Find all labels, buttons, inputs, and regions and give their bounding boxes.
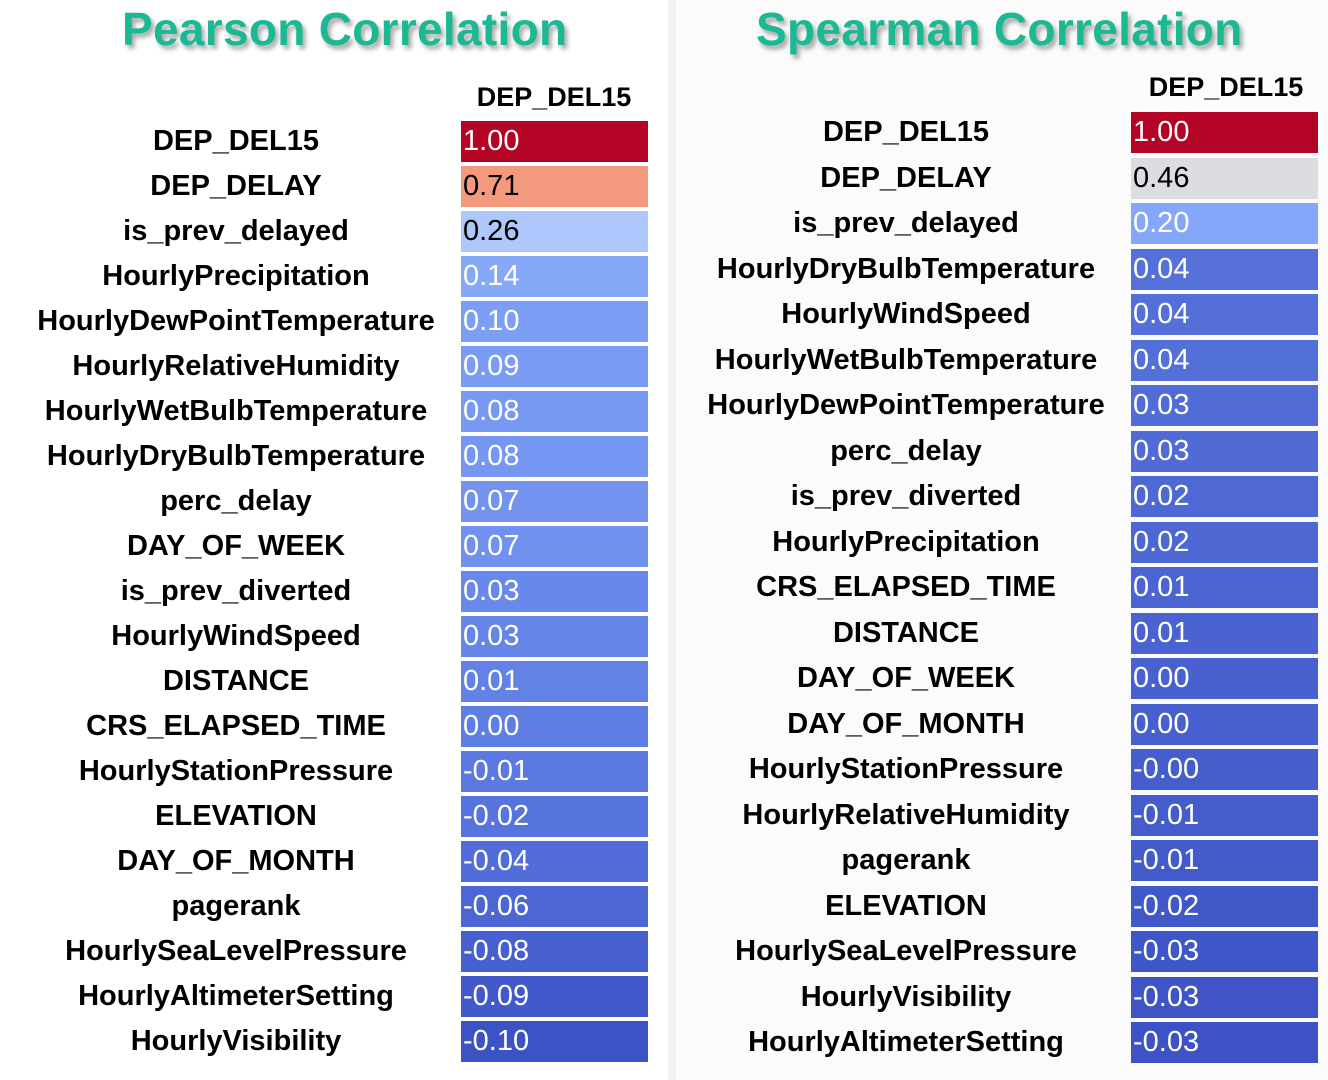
- heatmap-cell: -0.01: [1131, 794, 1318, 836]
- heatmap-cell: -0.01: [461, 751, 648, 793]
- row-label: HourlyAltimeterSetting: [78, 980, 394, 1013]
- row-label: HourlyDewPointTemperature: [37, 305, 435, 338]
- row-label: ELEVATION: [155, 800, 317, 833]
- row-label: HourlyPrecipitation: [772, 525, 1040, 558]
- row-label: perc_delay: [160, 485, 312, 518]
- row-label: HourlyDryBulbTemperature: [716, 252, 1096, 285]
- row-label: is_prev_diverted: [790, 480, 1022, 512]
- heatmap-cell: -0.04: [461, 841, 648, 883]
- row-label: HourlyWetBulbTemperature: [714, 343, 1098, 376]
- row-label: CRS_ELAPSED_TIME: [756, 571, 1056, 603]
- row-label: DISTANCE: [832, 616, 980, 649]
- chart-title: Spearman Correlation: [756, 3, 1243, 55]
- row-label: HourlyWindSpeed: [111, 620, 361, 653]
- heatmap-cell: 0.20: [1131, 203, 1318, 244]
- row-label: HourlyRelativeHumidity: [72, 350, 400, 383]
- row-label: HourlySeaLevelPressure: [65, 935, 407, 968]
- row-label: DEP_DEL15: [152, 125, 319, 157]
- heatmap-cell: 0.01: [1131, 612, 1318, 654]
- heatmap-cell: 0.46: [1131, 157, 1318, 199]
- row-label: HourlyWetBulbTemperature: [44, 395, 428, 428]
- row-label: HourlyRelativeHumidity: [742, 798, 1070, 831]
- row-label: HourlySeaLevelPressure: [735, 935, 1077, 967]
- row-label: DISTANCE: [162, 665, 310, 698]
- row-label: HourlyStationPressure: [748, 753, 1064, 785]
- heatmap-cell: -0.01: [1131, 840, 1318, 881]
- heatmap-cell: 0.02: [1131, 476, 1318, 517]
- row-label: CRS_ELAPSED_TIME: [86, 710, 386, 743]
- heatmap-cell: -0.03: [1131, 1022, 1318, 1063]
- row-label: pagerank: [841, 844, 971, 876]
- row-label: HourlyDryBulbTemperature: [46, 440, 426, 473]
- heatmap-cell: 0.00: [1131, 658, 1318, 699]
- chart-title: Pearson Correlation: [122, 3, 568, 55]
- column-header: DEP_DEL15: [476, 82, 632, 112]
- spearman-panel: Spearman Correlation DEP_DEL15 DEP_DEL15…: [676, 0, 1328, 1080]
- heatmap-cell: 1.00: [1131, 112, 1318, 153]
- heatmap-cell: 0.04: [1131, 248, 1318, 290]
- heatmap-cell: -0.02: [461, 796, 648, 838]
- heatmap-cell: 0.00: [461, 706, 648, 748]
- row-label: HourlyVisibility: [130, 1025, 342, 1058]
- row-label: HourlyPrecipitation: [102, 260, 370, 293]
- row-label: HourlyDewPointTemperature: [707, 389, 1105, 421]
- heatmap-cell: -0.03: [1131, 976, 1318, 1018]
- heatmap-cell: 1.00: [461, 121, 648, 162]
- row-label: is_prev_diverted: [120, 575, 352, 608]
- row-label: HourlyVisibility: [800, 980, 1012, 1013]
- row-label: DAY_OF_MONTH: [787, 707, 1025, 740]
- heatmap-cell: 0.09: [461, 346, 648, 388]
- heatmap-cell: 0.02: [1131, 521, 1318, 563]
- heatmap-cell: 0.00: [1131, 703, 1318, 745]
- heatmap-cell: 0.03: [461, 616, 648, 658]
- row-label: DEP_DEL15: [822, 116, 989, 148]
- heatmap-cell: -0.09: [461, 976, 648, 1018]
- panel-divider: [668, 0, 676, 1080]
- row-label: HourlyWindSpeed: [781, 298, 1031, 330]
- heatmap-cell: 0.07: [461, 526, 648, 568]
- heatmap-cell: 0.01: [1131, 567, 1318, 608]
- pearson-panel: Pearson Correlation DEP_DEL15 DEP_DEL15 1…: [37, 3, 648, 1063]
- row-label: DEP_DELAY: [150, 170, 322, 203]
- heatmap-cell: -0.10: [461, 1021, 648, 1063]
- heatmap-cell: 0.71: [461, 166, 648, 208]
- heatmap-cell: -0.06: [461, 886, 648, 928]
- row-label: HourlyAltimeterSetting: [748, 1026, 1064, 1058]
- row-label: is_prev_delayed: [793, 207, 1019, 239]
- heatmap-cell: -0.00: [1131, 749, 1318, 790]
- row-label: perc_delay: [830, 434, 982, 467]
- row-label: ELEVATION: [825, 889, 987, 922]
- heatmap-cell: -0.02: [1131, 885, 1318, 927]
- row-label: DEP_DELAY: [820, 161, 992, 194]
- heatmap-cell: 0.26: [461, 211, 648, 253]
- heatmap-cell: -0.03: [1131, 931, 1318, 972]
- heatmap-cell: 0.03: [1131, 430, 1318, 472]
- row-label: pagerank: [171, 890, 301, 923]
- heatmap-cell: 0.03: [1131, 385, 1318, 426]
- heatmap-cell: 0.08: [461, 436, 648, 478]
- heatmap-cell: 0.14: [461, 256, 648, 298]
- row-label: is_prev_delayed: [123, 215, 349, 248]
- heatmap-cell: 0.03: [461, 571, 648, 613]
- row-label: HourlyStationPressure: [78, 755, 394, 788]
- heatmap-cell: 0.01: [461, 661, 648, 703]
- heatmap-cell: 0.10: [461, 301, 648, 343]
- heatmap-cell: 0.04: [1131, 339, 1318, 381]
- row-label: DAY_OF_WEEK: [796, 662, 1016, 694]
- heatmap-cell: 0.04: [1131, 294, 1318, 335]
- heatmap-cell: -0.08: [461, 931, 648, 973]
- row-label: DAY_OF_MONTH: [117, 845, 355, 878]
- heatmap-cell: 0.08: [461, 391, 648, 433]
- row-label: DAY_OF_WEEK: [126, 530, 346, 563]
- heatmap-cell: 0.07: [461, 481, 648, 523]
- column-header: DEP_DEL15: [1148, 72, 1304, 102]
